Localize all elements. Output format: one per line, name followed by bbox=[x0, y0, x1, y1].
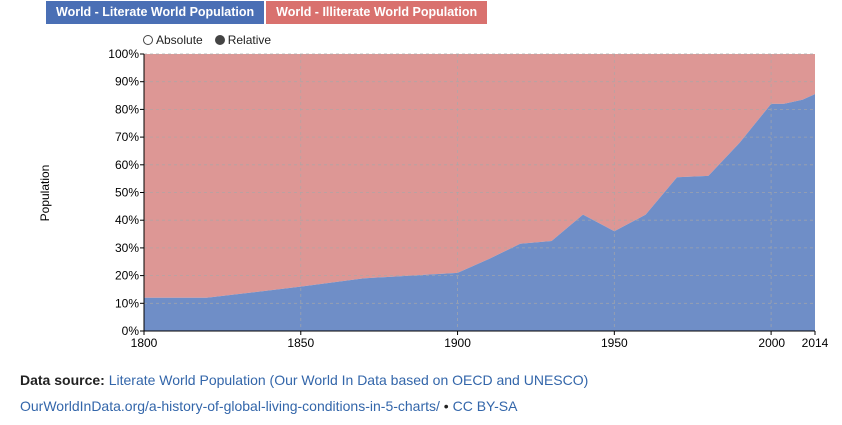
radio-checked-icon[interactable] bbox=[214, 35, 225, 45]
data-source-link[interactable]: Literate World Population (Our World In … bbox=[108, 372, 589, 388]
y-tick-label: 80% bbox=[115, 102, 139, 116]
data-source-label: Data source: bbox=[20, 372, 105, 388]
mode-absolute-option[interactable]: Absolute bbox=[143, 33, 203, 47]
y-tick-label: 70% bbox=[115, 130, 139, 144]
license-link[interactable]: CC BY-SA bbox=[452, 398, 518, 414]
x-tick-label: 2000 bbox=[758, 336, 785, 350]
mode-relative-option[interactable]: Relative bbox=[214, 33, 272, 47]
y-tick-label: 20% bbox=[115, 269, 139, 283]
x-tick-label: 1950 bbox=[601, 336, 628, 350]
x-tick-label: 1800 bbox=[131, 336, 158, 350]
y-tick-label: 40% bbox=[115, 213, 139, 227]
y-axis-label: Population bbox=[38, 165, 52, 222]
mode-relative-label: Relative bbox=[227, 33, 272, 47]
y-tick-label: 50% bbox=[115, 186, 139, 200]
url-line: OurWorldInData.org/a-history-of-global-l… bbox=[20, 398, 517, 414]
series-area-illiterate bbox=[144, 54, 815, 298]
y-tick-label: 10% bbox=[115, 296, 139, 310]
mode-toggle: Absolute Relative bbox=[143, 33, 283, 47]
legend: World - Literate World Population World … bbox=[46, 1, 489, 24]
mode-absolute-label: Absolute bbox=[156, 33, 203, 47]
source-url-link[interactable]: OurWorldInData.org/a-history-of-global-l… bbox=[20, 398, 440, 414]
legend-item-literate[interactable]: World - Literate World Population bbox=[46, 1, 265, 24]
x-tick-label: 2014 bbox=[802, 336, 829, 350]
y-tick-label: 90% bbox=[115, 75, 139, 89]
legend-item-illiterate[interactable]: World - Illiterate World Population bbox=[266, 1, 488, 24]
radio-unchecked-icon[interactable] bbox=[143, 35, 153, 45]
y-tick-label: 100% bbox=[108, 47, 139, 61]
y-tick-label: 30% bbox=[115, 241, 139, 255]
y-tick-label: 60% bbox=[115, 158, 139, 172]
y-tick-label: 0% bbox=[122, 324, 140, 338]
series-area-literate bbox=[144, 94, 815, 331]
x-tick-label: 1900 bbox=[444, 336, 471, 350]
area-chart: 0% 10% 20% 30% 40% 50% 60% 70% 80% 90% 100% 1800 185… bbox=[38, 47, 829, 350]
data-source-line: Data source: Literate World Population (… bbox=[20, 372, 588, 388]
x-tick-label: 1850 bbox=[287, 336, 314, 350]
separator: • bbox=[443, 398, 449, 414]
